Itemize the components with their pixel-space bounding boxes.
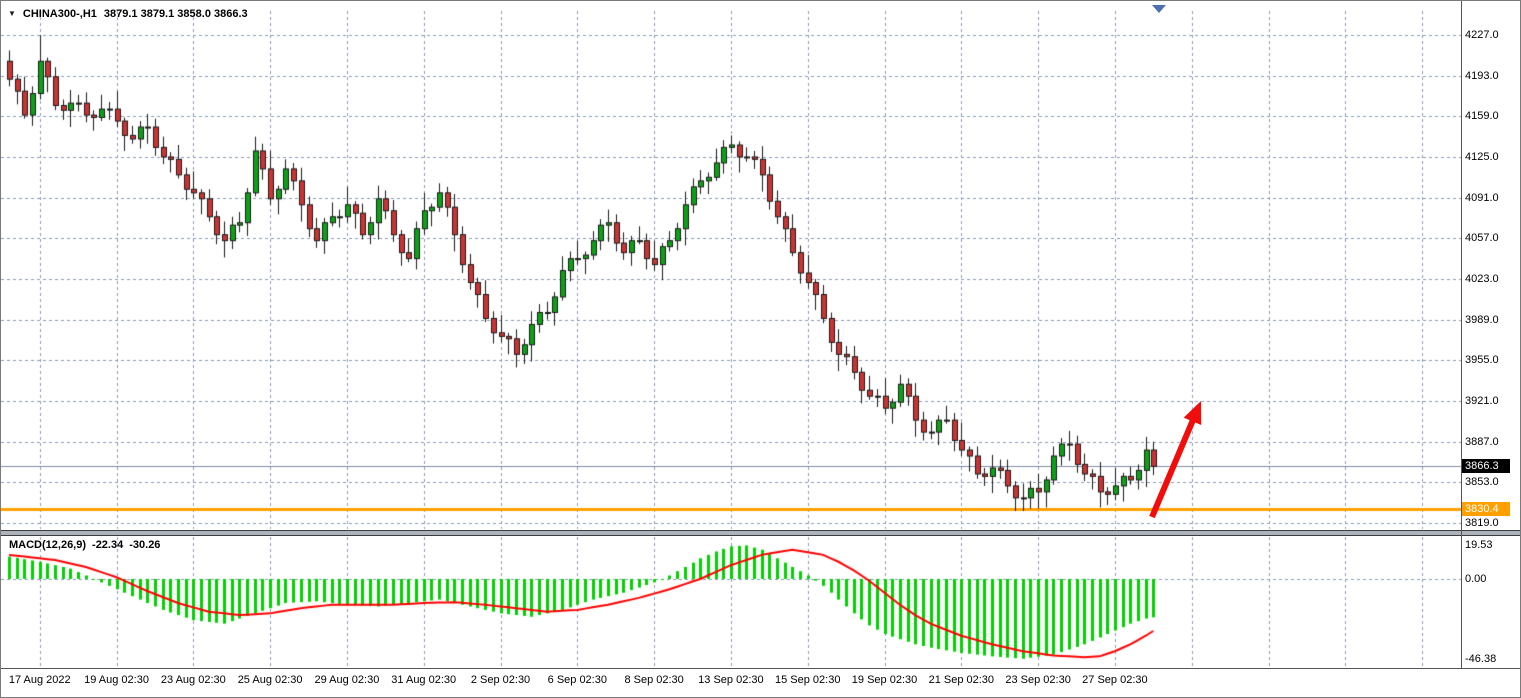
price-scale-label: 3989.0: [1465, 313, 1499, 326]
time-axis-label: 21 Sep 02:30: [928, 674, 995, 686]
price-scale-label: 4023.0: [1465, 272, 1499, 285]
chart-shift-marker-icon[interactable]: [1152, 5, 1166, 13]
ohlc-values-label: 3879.1 3879.1 3858.0 3866.3: [103, 8, 248, 20]
time-axis-label: 2 Sep 02:30: [470, 674, 531, 686]
price-scale-label: 4057.0: [1465, 232, 1499, 245]
price-scale-axis[interactable]: 4227.0 4193.0 4159.0 4125.0 4091.0 4057.0 4023…: [1462, 1, 1520, 668]
price-scale-label: 4159.0: [1465, 110, 1499, 123]
chart-plot-area[interactable]: [1, 1, 1461, 668]
time-axis-label: 19 Sep 02:30: [851, 674, 918, 686]
symbol-marker-icon: ▼: [8, 9, 16, 18]
time-axis-label: 19 Aug 02:30: [84, 674, 149, 686]
price-scale-label: 3955.0: [1465, 354, 1499, 367]
time-axis-label: 17 Aug 2022: [8, 674, 71, 686]
macd-scale-label: 0.00: [1465, 572, 1487, 585]
time-axis-label: 23 Aug 02:30: [160, 674, 226, 686]
price-scale-label: 4125.0: [1465, 150, 1499, 163]
time-axis-label: 6 Sep 02:30: [547, 674, 607, 686]
chart-legend: ▼ CHINA300-,H1 3879.1 3879.1 3858.0 3866…: [8, 8, 248, 20]
macd-value-label: -22.34: [92, 539, 124, 551]
time-axis-label: 27 Sep 02:30: [1082, 674, 1148, 686]
time-axis-label: 29 Aug 02:30: [314, 674, 380, 686]
support-level-price-tag: 3830.4: [1462, 502, 1510, 517]
current-price-tag: 3866.3: [1462, 459, 1510, 474]
time-axis-label: 31 Aug 02:30: [391, 674, 457, 686]
price-scale-label: 4193.0: [1465, 69, 1499, 82]
macd-name-label: MACD(12,26,9): [9, 539, 87, 551]
time-axis-label: 15 Sep 02:30: [774, 674, 841, 686]
price-scale-label: 3921.0: [1465, 394, 1499, 407]
time-axis-label: 23 Sep 02:30: [1005, 674, 1071, 686]
macd-scale-label: -46.38: [1465, 652, 1497, 665]
price-scale-label: 3853.0: [1465, 476, 1499, 489]
price-scale-label: 4227.0: [1465, 28, 1499, 41]
symbol-timeframe-label: CHINA300-,H1: [22, 8, 97, 20]
macd-scale-label: 19.53: [1465, 539, 1493, 552]
macd-signal-value-label: -30.26: [129, 539, 161, 551]
panel-splitter[interactable]: [1, 530, 1520, 536]
macd-indicator-label: MACD(12,26,9) -22.34 -30.26: [9, 539, 160, 551]
time-axis-separator-line: [1, 668, 1520, 669]
time-axis-label: 25 Aug 02:30: [237, 674, 303, 686]
time-axis-label: 8 Sep 02:30: [624, 674, 684, 686]
price-scale-label: 4091.0: [1465, 191, 1499, 204]
price-scale-label: 3887.0: [1465, 435, 1499, 448]
price-scale-label: 3819.0: [1465, 517, 1499, 530]
time-axis[interactable]: 17 Aug 2022 19 Aug 02:30 23 Aug 02:30 25 Au…: [1, 669, 1461, 697]
price-scale-separator-line: [1461, 1, 1462, 668]
time-axis-label: 13 Sep 02:30: [698, 674, 764, 686]
